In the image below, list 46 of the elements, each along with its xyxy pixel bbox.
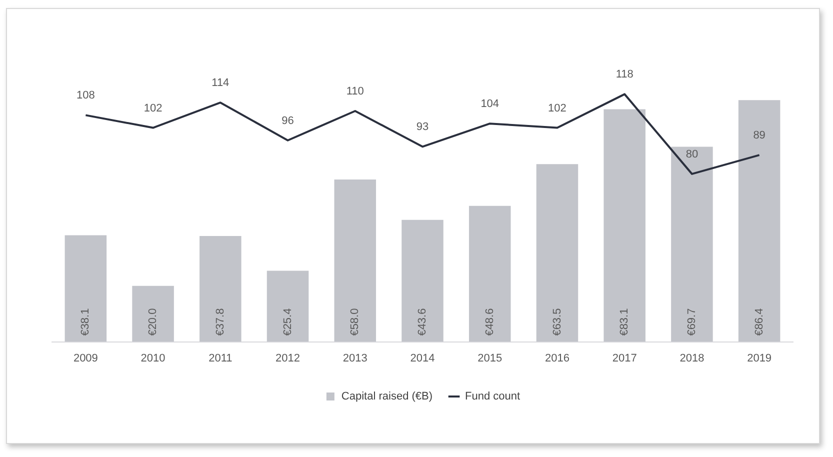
data-label: 102 (144, 102, 162, 114)
bar (132, 286, 174, 342)
data-label: 89 (753, 130, 766, 142)
data-label: 80 (686, 148, 698, 160)
bar (266, 270, 309, 342)
x-tick-label: 2009 (73, 352, 98, 364)
legend-label: Fund count (465, 390, 520, 403)
legend-label: Capital raised (€B) (341, 390, 433, 403)
bar (200, 236, 242, 342)
data-label: 96 (282, 114, 294, 127)
data-label: €48.6 (484, 308, 496, 336)
bar (738, 100, 780, 342)
data-label: €37.8 (214, 308, 226, 336)
data-label: €69.7 (686, 308, 698, 336)
data-label: 108 (76, 90, 95, 102)
data-label: €25.4 (282, 308, 294, 336)
bar (468, 206, 511, 342)
data-label: €58.0 (349, 308, 362, 336)
data-label: €43.6 (416, 308, 429, 336)
x-tick-label: 2011 (208, 352, 232, 364)
x-tick-label: 2016 (544, 352, 570, 364)
bar (64, 235, 107, 342)
bar (334, 180, 376, 342)
x-tick-label: 2017 (612, 352, 637, 364)
bar (536, 164, 578, 342)
x-tick-label: 2014 (410, 352, 435, 364)
data-label: 93 (416, 121, 429, 134)
data-label: 114 (212, 77, 230, 90)
data-label: €20.0 (147, 308, 160, 336)
bar (671, 146, 713, 342)
data-label: €63.5 (551, 308, 564, 336)
data-label: €38.1 (80, 308, 92, 336)
bar (604, 109, 646, 342)
bar (402, 220, 444, 342)
data-label: 102 (548, 102, 566, 114)
x-tick-label: 2015 (478, 352, 502, 364)
data-label: €86.4 (753, 308, 766, 336)
data-label: €83.1 (618, 308, 631, 336)
x-tick-label: 2012 (276, 352, 300, 364)
data-label: 118 (616, 68, 634, 81)
data-label: 104 (480, 98, 500, 110)
x-tick-label: 2010 (140, 352, 166, 364)
x-tick-label: 2013 (342, 352, 368, 364)
x-tick-label: 2019 (747, 352, 772, 364)
data-label: 110 (346, 86, 364, 98)
x-tick-label: 2018 (680, 352, 704, 364)
